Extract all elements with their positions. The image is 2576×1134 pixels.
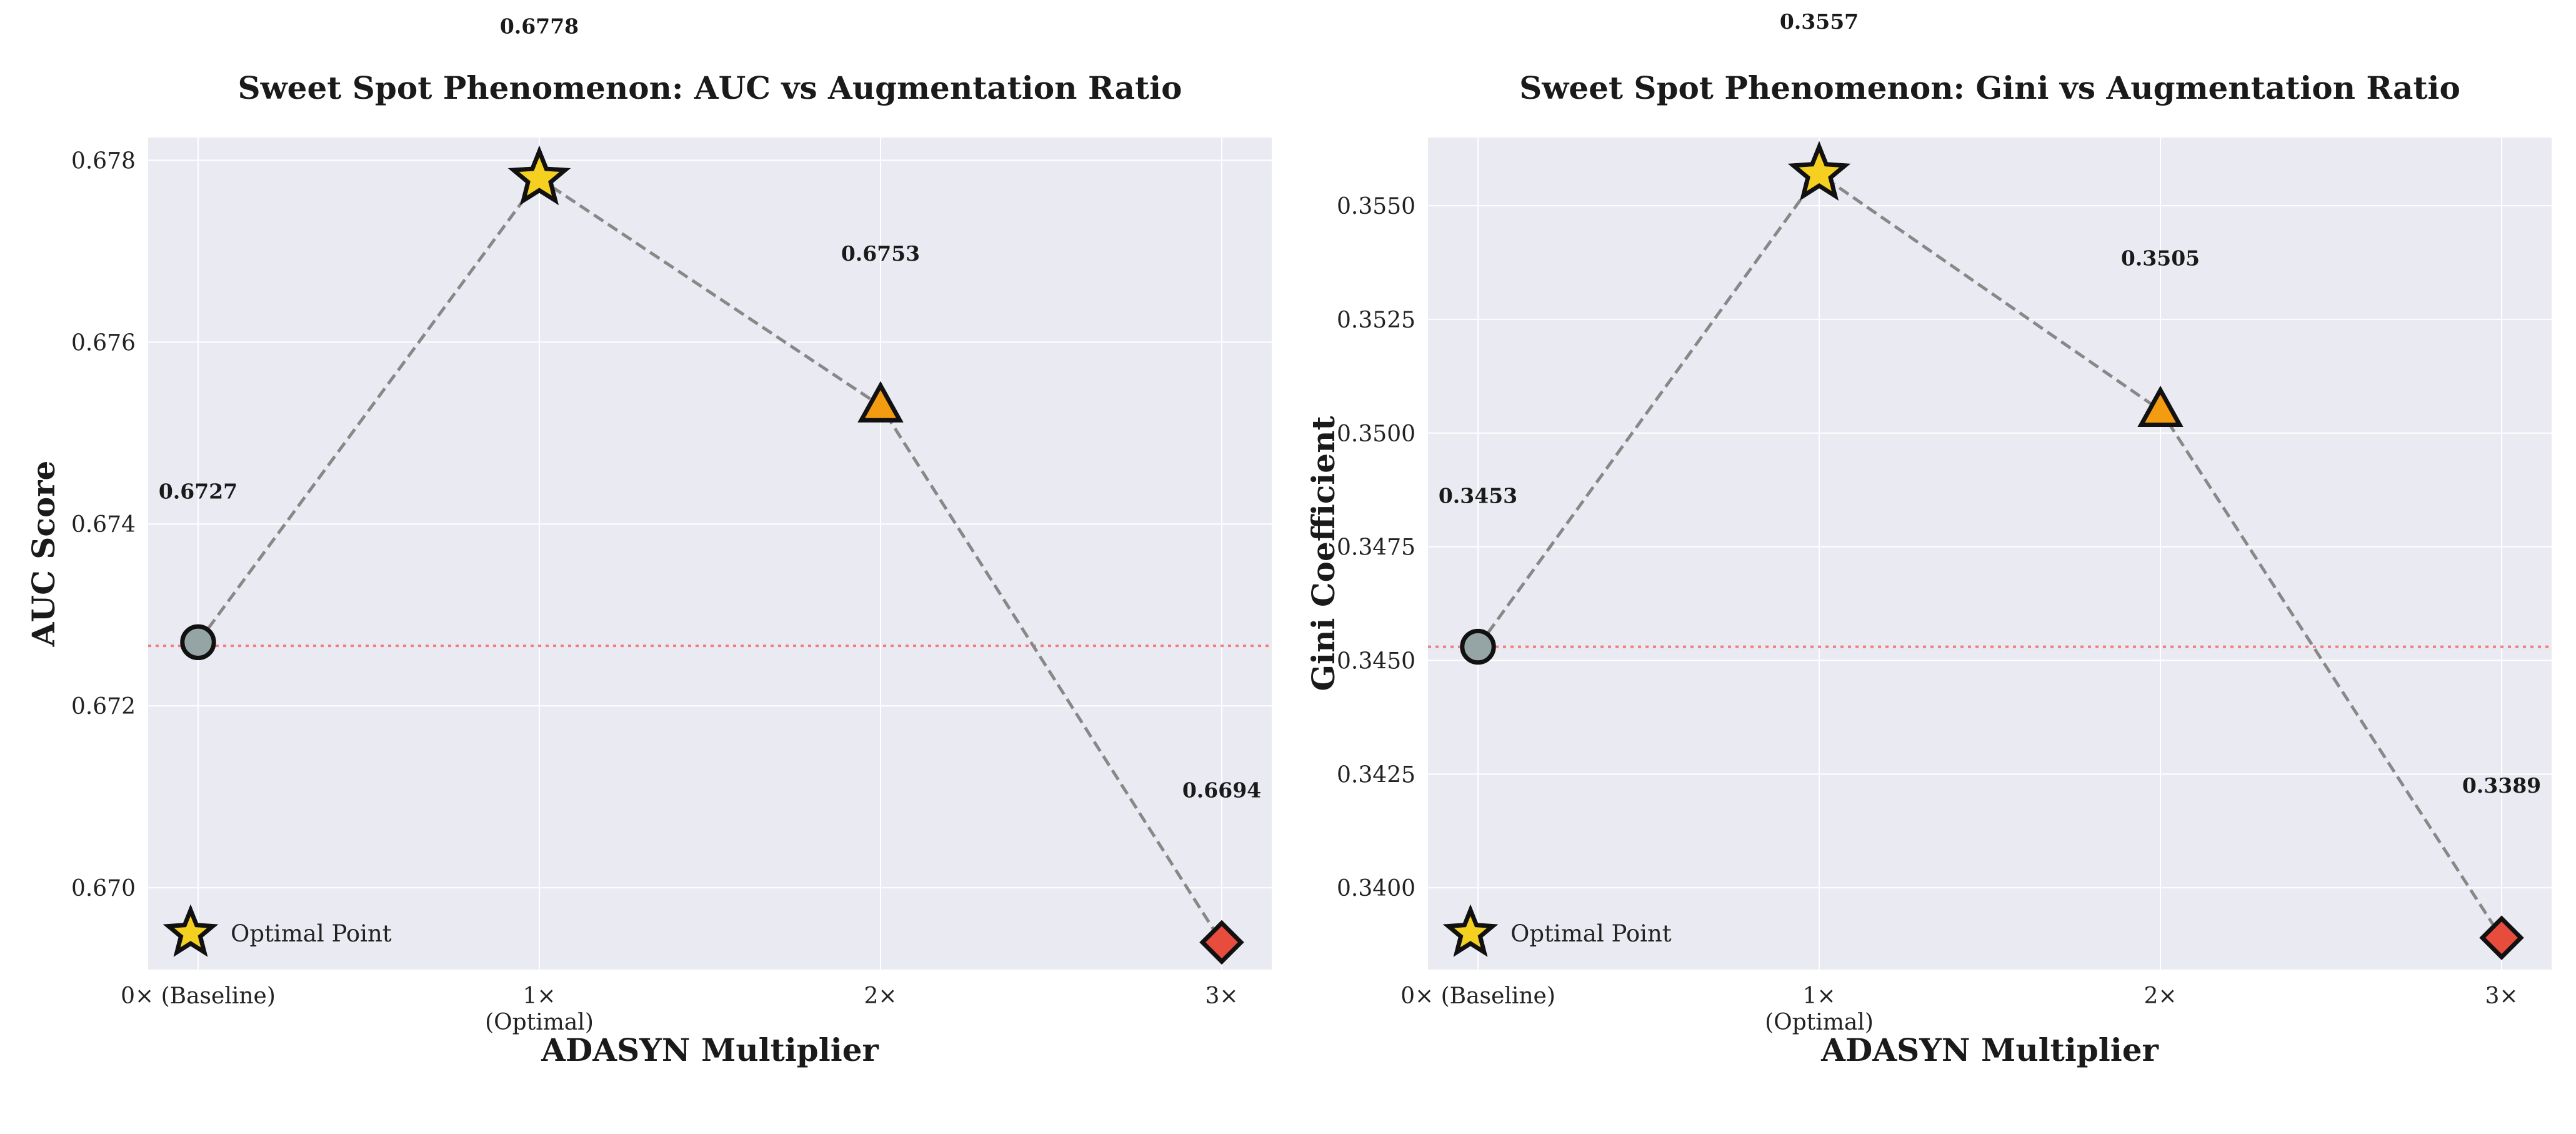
series-line bbox=[1476, 171, 2504, 939]
y-tick-label: 0.3450 bbox=[1337, 648, 1415, 674]
data-label: 0.6694 bbox=[1182, 778, 1261, 802]
data-point-star bbox=[1787, 141, 1851, 201]
data-label: 0.3557 bbox=[1780, 9, 1859, 34]
chart-2: 0.3400 0.3425 0.3450 0.3475 0.3500 0.3525 0.35… bbox=[1305, 9, 2552, 1068]
data-label: 0.6778 bbox=[500, 14, 579, 38]
y-tick-label: 0.676 bbox=[71, 330, 136, 356]
y-tick-label: 0.674 bbox=[71, 512, 136, 538]
data-label: 0.3389 bbox=[2462, 773, 2541, 798]
y-tick-label: 0.3525 bbox=[1337, 308, 1415, 333]
x-tick-label: 1× (Optimal) bbox=[1765, 983, 1874, 1035]
y-tick-label: 0.3400 bbox=[1337, 876, 1415, 901]
plot-area bbox=[1428, 138, 2552, 970]
data-point-star bbox=[507, 145, 571, 206]
y-tick-label: 0.3500 bbox=[1337, 421, 1415, 447]
x-axis-title: ADASYN Multiplier bbox=[1820, 1031, 2159, 1068]
series-line bbox=[196, 176, 1224, 943]
legend-label: Optimal Point bbox=[231, 920, 392, 947]
y-tick-label: 0.678 bbox=[71, 148, 136, 174]
data-point-triangle bbox=[857, 381, 904, 423]
data-point-diamond bbox=[1199, 920, 1244, 965]
y-axis-title: Gini Coefficient bbox=[1305, 416, 1342, 691]
y-tick-label: 0.3425 bbox=[1337, 762, 1415, 788]
x-tick-label: 3× bbox=[1205, 983, 1238, 1009]
legend-label: Optimal Point bbox=[1510, 920, 1672, 947]
data-point-circle bbox=[180, 624, 216, 661]
x-tick-label: 2× bbox=[2144, 983, 2177, 1009]
data-point-triangle bbox=[2137, 385, 2184, 427]
y-tick-label: 0.3550 bbox=[1337, 194, 1415, 219]
data-label: 0.6727 bbox=[159, 479, 237, 503]
y-tick-label: 0.670 bbox=[71, 876, 136, 901]
data-point-circle bbox=[1460, 628, 1496, 665]
y-tick-label: 0.3475 bbox=[1337, 535, 1415, 561]
data-label: 0.6753 bbox=[841, 241, 920, 266]
x-tick-label: 3× bbox=[2485, 983, 2518, 1009]
x-axis-title: ADASYN Multiplier bbox=[541, 1031, 879, 1068]
data-label: 0.3505 bbox=[2121, 246, 2200, 270]
legend-star-icon bbox=[162, 904, 219, 957]
x-tick-label: 0× (Baseline) bbox=[1400, 983, 1555, 1009]
y-axis-title: AUC Score bbox=[25, 461, 62, 648]
x-tick-label: 2× bbox=[864, 983, 897, 1009]
plot-area bbox=[148, 138, 1272, 970]
chart-1: 0.670 0.672 0.674 0.676 0.678 0× (Baseline) 1×… bbox=[25, 14, 1272, 1068]
x-tick-label: 1× (Optimal) bbox=[485, 983, 594, 1035]
data-label: 0.3453 bbox=[1439, 484, 1517, 508]
chart-title: Sweet Spot Phenomenon: Gini vs Augmentat… bbox=[1519, 69, 2460, 106]
legend-star-icon bbox=[1442, 904, 1499, 957]
x-tick-label: 0× (Baseline) bbox=[121, 983, 276, 1009]
chart-title: Sweet Spot Phenomenon: AUC vs Augmentati… bbox=[238, 69, 1182, 106]
data-point-diamond bbox=[2479, 915, 2524, 960]
y-tick-label: 0.672 bbox=[71, 694, 136, 720]
